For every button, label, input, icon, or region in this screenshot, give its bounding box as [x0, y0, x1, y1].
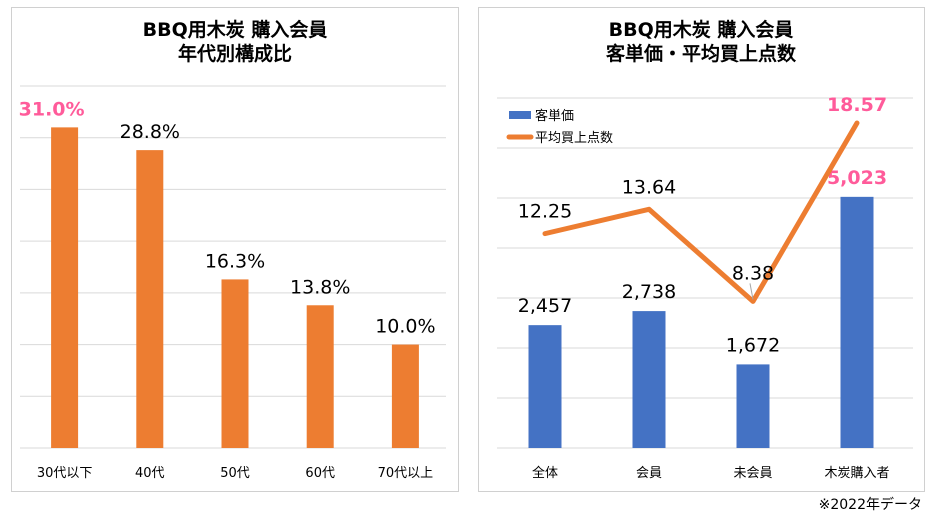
x-tick-label: 70代以上	[378, 466, 434, 481]
x-tick-label: 50代	[220, 466, 250, 481]
bar-data-label: 2,738	[622, 281, 676, 303]
data-label: 28.8%	[120, 121, 180, 143]
bar-木炭購入者	[840, 196, 874, 448]
bar-70代以上	[391, 344, 419, 448]
bar-data-label: 1,672	[726, 334, 780, 356]
bar-全体	[528, 325, 562, 448]
chart-title: 年代別構成比	[178, 42, 292, 65]
line-series	[542, 120, 860, 304]
age-composition-chart: BBQ用木炭 購入会員 年代別構成比 31.0% 30代以下 28.8% 40代 16.3%…	[11, 7, 459, 492]
line-data-label: 13.64	[622, 176, 676, 198]
bar-会員	[632, 311, 666, 448]
legend-bar-swatch	[509, 111, 531, 119]
footnote: ※2022年データ	[818, 497, 922, 513]
chart-title: BBQ用木炭 購入会員	[143, 18, 328, 41]
legend-label: 平均買上点数	[535, 131, 613, 146]
x-tick-label: 会員	[636, 466, 662, 481]
line-data-label: 8.38	[732, 262, 774, 284]
x-tick-label: 木炭購入者	[824, 466, 889, 481]
bar-50代	[221, 279, 249, 448]
chart-title: 客単価・平均買上点数	[606, 42, 797, 65]
x-tick-label: 40代	[135, 466, 165, 481]
bar-data-label: 5,023	[827, 167, 887, 189]
bar-30代以下	[51, 127, 79, 448]
bar-60代	[306, 305, 334, 448]
bar-data-label: 2,457	[518, 295, 572, 317]
leader-line	[749, 283, 754, 300]
x-tick-label: 30代以下	[37, 466, 93, 481]
legend-label: 客単価	[535, 108, 574, 124]
spend-items-chart: BBQ用木炭 購入会員 客単価・平均買上点数 2,457 全体 2,738 会員 1,672…	[478, 7, 925, 492]
line-data-label: 12.25	[518, 201, 572, 223]
data-label: 13.8%	[290, 276, 350, 298]
data-label: 31.0%	[19, 98, 85, 120]
x-tick-label: 未会員	[733, 466, 772, 481]
x-tick-label: 全体	[532, 465, 558, 481]
data-label: 16.3%	[205, 250, 265, 272]
line-data-label: 18.57	[827, 94, 887, 116]
chart-title: BBQ用木炭 購入会員	[609, 18, 794, 41]
bar-未会員	[736, 364, 770, 448]
bar-40代	[136, 150, 164, 448]
data-label: 10.0%	[375, 316, 435, 338]
x-tick-label: 60代	[305, 466, 335, 481]
